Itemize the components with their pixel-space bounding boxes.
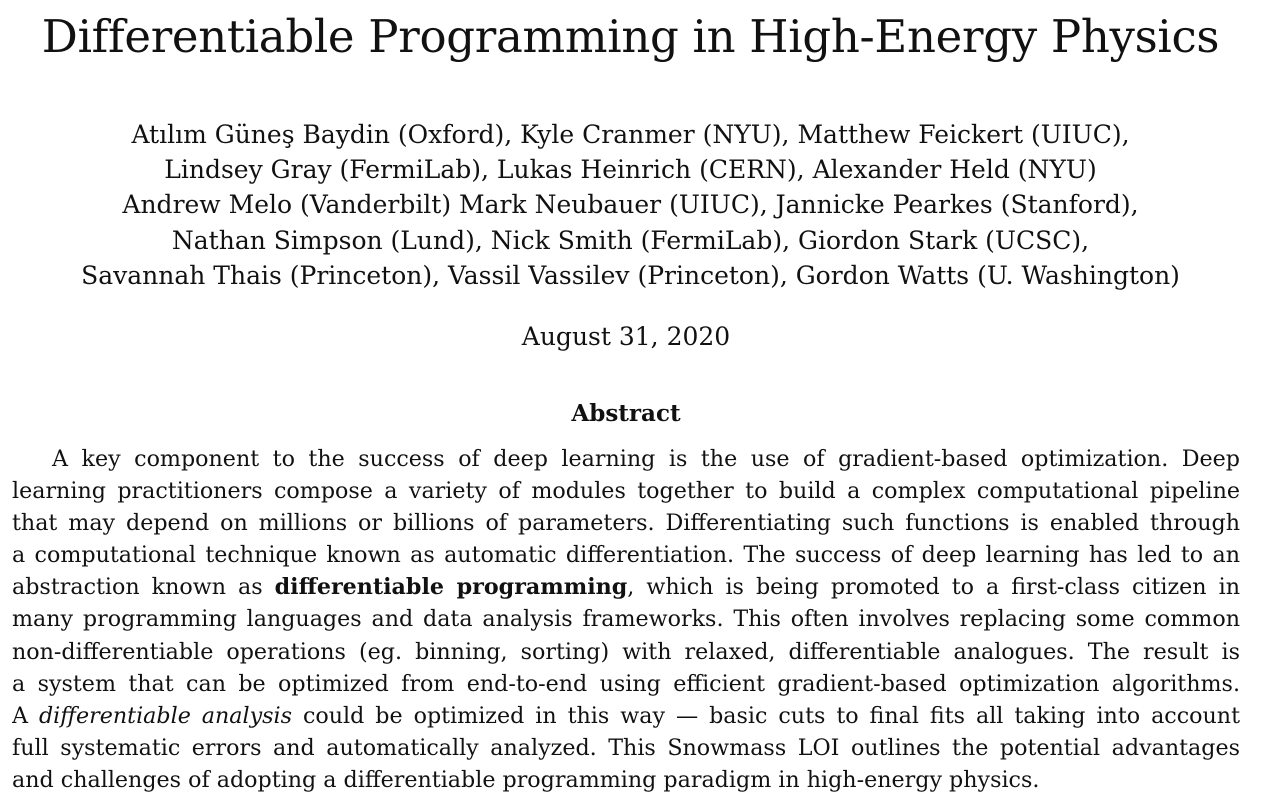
abstract-line: that may depend on millions or billions … bbox=[12, 510, 1240, 537]
abstract-line: and challenges of adopting a differentia… bbox=[12, 766, 1040, 793]
abstract-line: a system that can be optimized from end-… bbox=[12, 670, 1240, 697]
author-line: Atılım Güneş Baydin (Oxford), Kyle Cranm… bbox=[131, 120, 1130, 149]
abstract-body: A key component to the success of deep l… bbox=[12, 443, 1240, 796]
author-list: Atılım Güneş Baydin (Oxford), Kyle Cranm… bbox=[0, 117, 1261, 293]
emphasis-bold-term: differentiable programming bbox=[274, 574, 628, 601]
abstract-heading: Abstract bbox=[571, 400, 681, 427]
author-line: Andrew Melo (Vanderbilt) Mark Neubauer (… bbox=[122, 190, 1139, 220]
abstract-text-segment: , which is being promoted to a first-cla… bbox=[627, 574, 1240, 601]
abstract-line: learning practitioners compose a variety… bbox=[12, 478, 1240, 505]
abstract-text-segment: abstraction known as bbox=[12, 574, 275, 601]
abstract-line: many programming languages and data anal… bbox=[12, 606, 1240, 633]
paper-title: Differentiable Programming in High-Energ… bbox=[41, 10, 1220, 63]
emphasis-italic-term: differentiable analysis bbox=[38, 702, 293, 729]
author-line: Nathan Simpson (Lund), Nick Smith (Fermi… bbox=[171, 225, 1090, 255]
abstract-line: full systematic errors and automatically… bbox=[12, 734, 1240, 761]
author-line: Savannah Thais (Princeton), Vassil Vassi… bbox=[81, 260, 1180, 290]
abstract-text-segment: A bbox=[12, 702, 39, 729]
publication-date: August 31, 2020 bbox=[521, 322, 731, 351]
abstract-line: a computational technique known as autom… bbox=[12, 542, 1240, 569]
abstract-text-segment: could be optimized in this way — basic c… bbox=[292, 702, 1240, 729]
abstract-line: A differentiable analysis could be optim… bbox=[12, 700, 1240, 732]
abstract-line: abstraction known as differentiable prog… bbox=[12, 571, 1240, 603]
abstract-line: non-differentiable operations (eg. binni… bbox=[12, 638, 1240, 665]
abstract-line: A key component to the success of deep l… bbox=[52, 446, 1240, 472]
author-line: Lindsey Gray (FermiLab), Lukas Heinrich … bbox=[164, 155, 1097, 185]
